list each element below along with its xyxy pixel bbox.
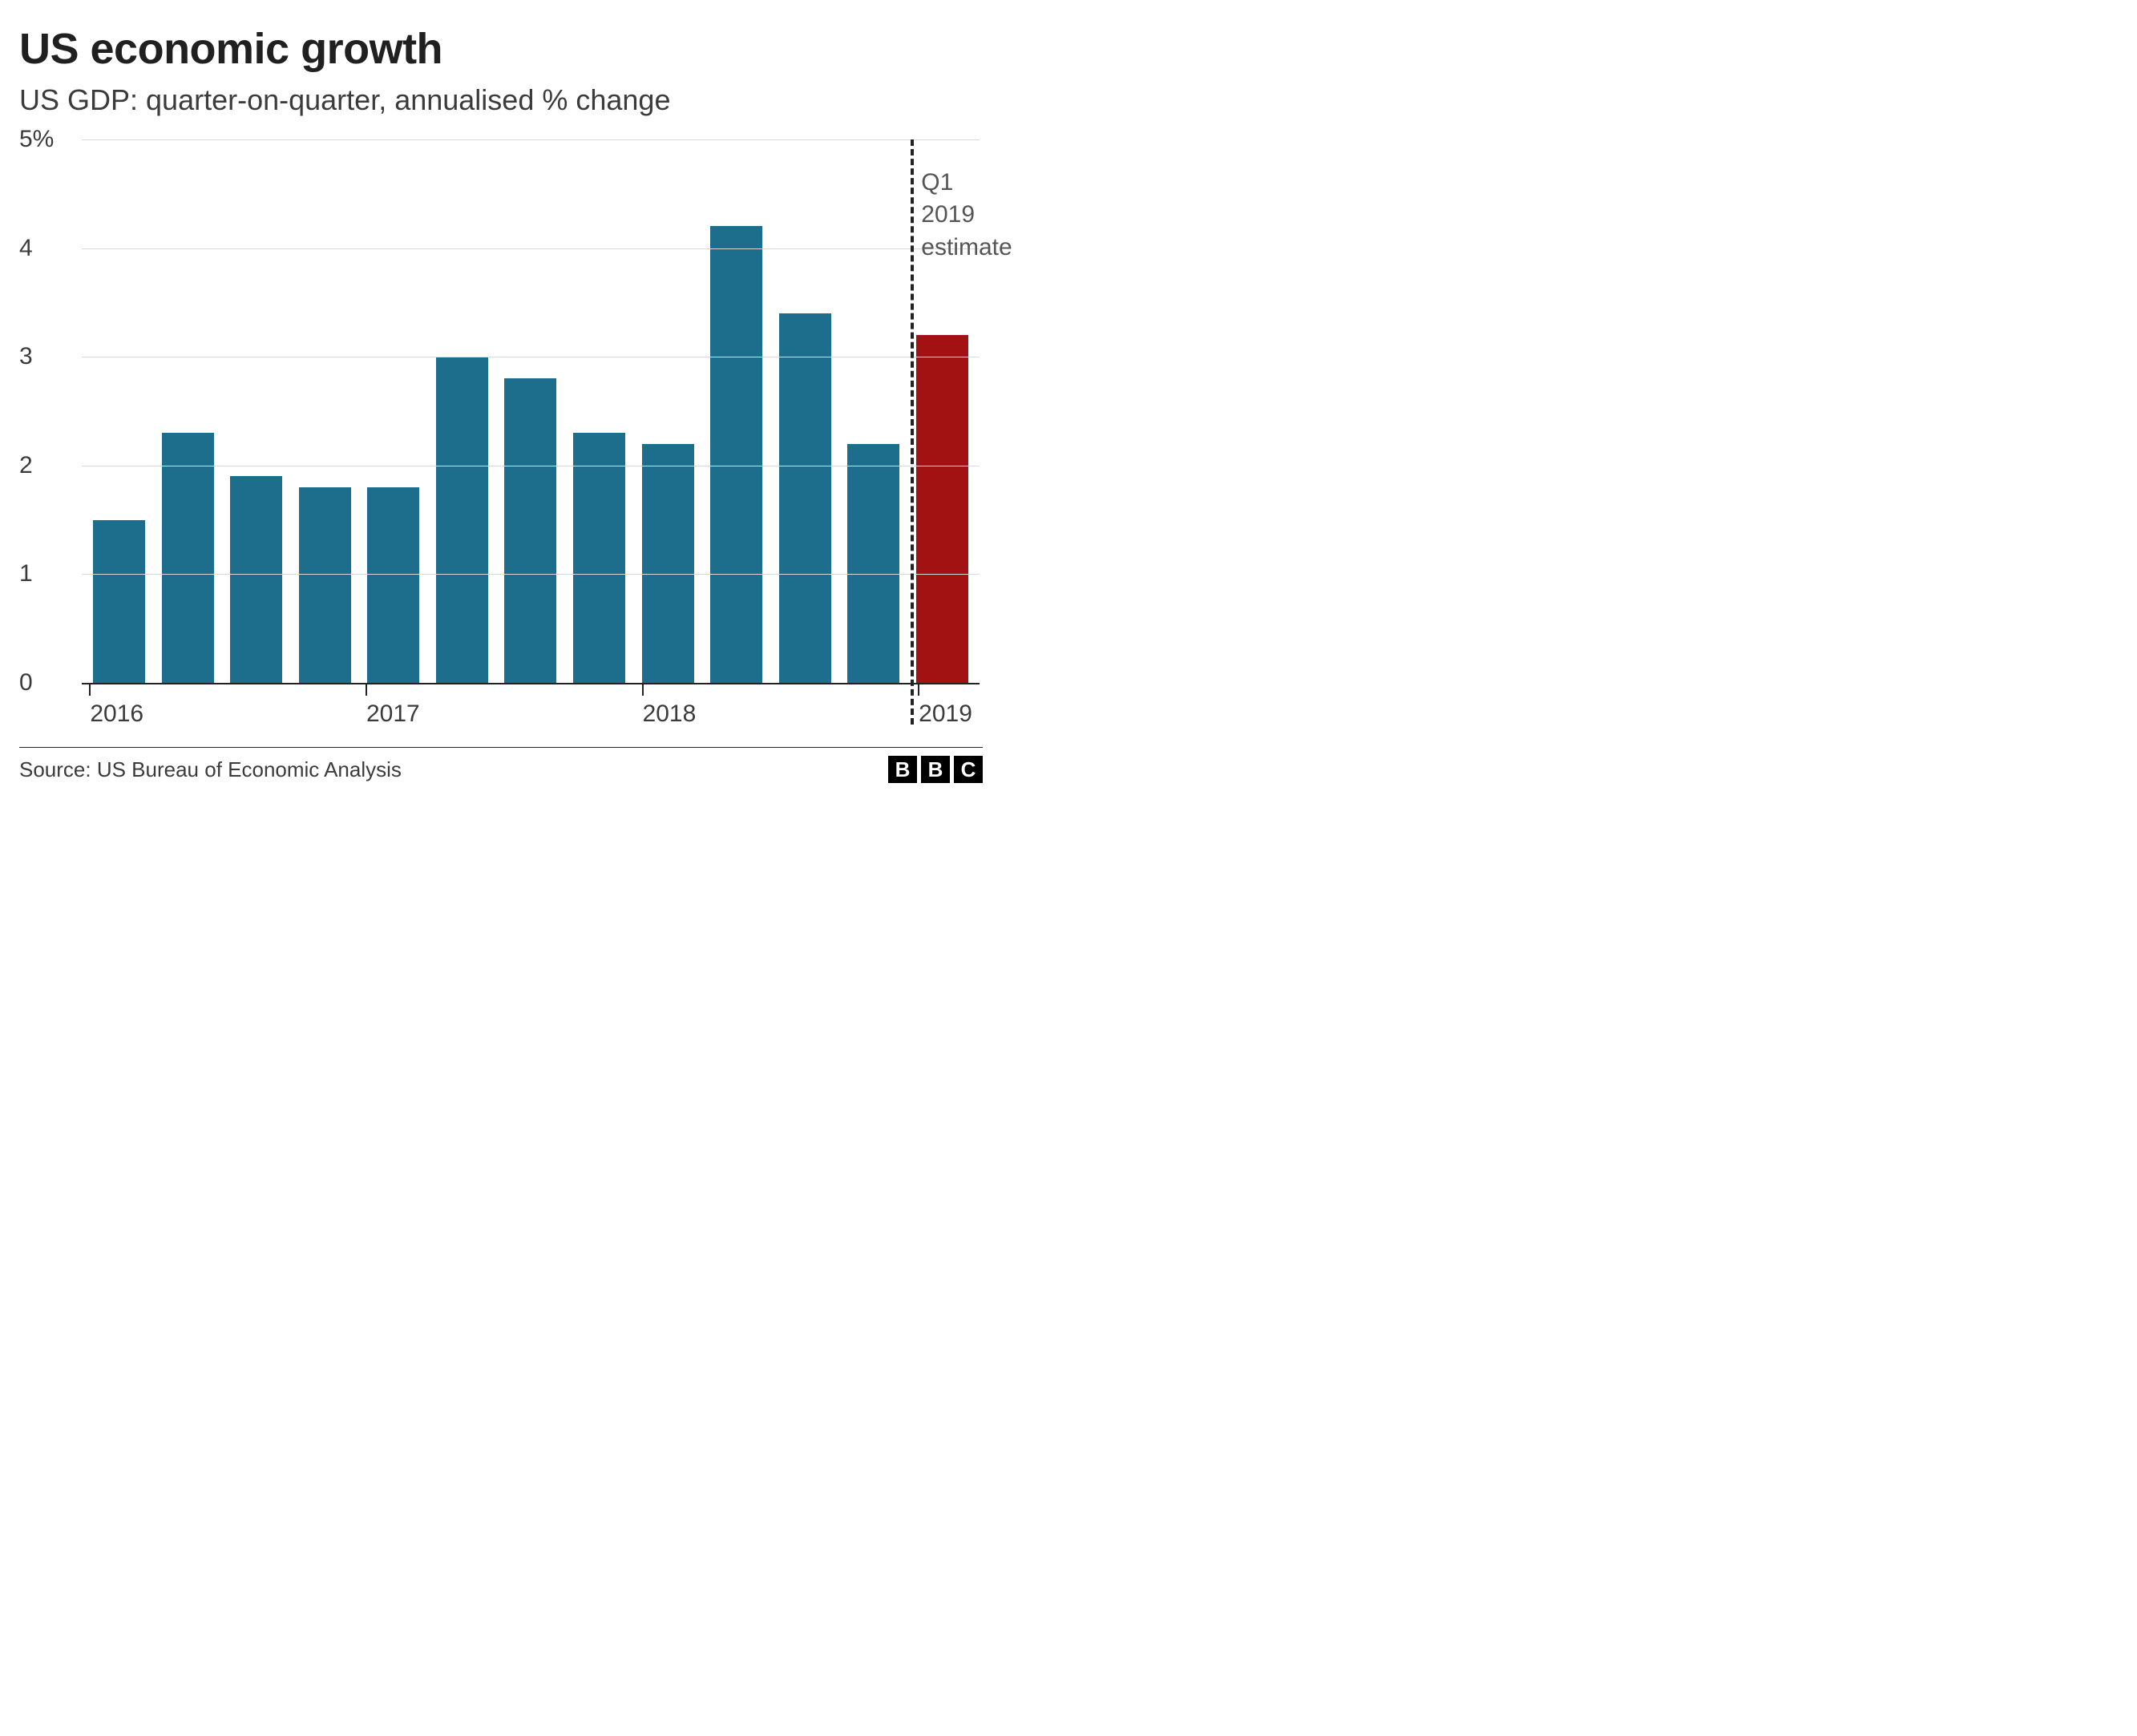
bar-slot [154,139,223,683]
bar-slot [702,139,771,683]
bar [367,487,419,683]
bar-slot [428,139,497,683]
bbc-logo-letter: B [888,756,917,783]
bars-group [82,139,980,683]
grid-line [82,574,980,575]
bar-slot [85,139,154,683]
source-label: Source: US Bureau of Economic Analysis [19,757,402,782]
x-axis: 2016 2017 2018 2019 [82,684,980,741]
annotation-line: Q1 2019 [921,167,1012,232]
chart-container: US economic growth US GDP: quarter-on-qu… [0,0,1002,797]
y-tick-label: 4 [19,235,74,262]
bbc-logo-letter: C [954,756,983,783]
x-tick-mark [642,684,644,696]
bbc-logo-letter: B [921,756,950,783]
bar-slot [359,139,428,683]
grid-line [82,248,980,249]
x-tick-label: 2019 [919,700,972,728]
bar-slot [496,139,565,683]
estimate-divider [911,139,914,725]
bbc-logo: BBC [888,756,983,783]
chart-title: US economic growth [19,24,983,74]
bar [642,444,694,683]
grid-line [82,139,980,140]
x-tick-mark [918,684,919,696]
y-tick-label: 3 [19,343,74,370]
chart-footer: Source: US Bureau of Economic Analysis B… [19,747,983,783]
x-tick-mark [89,684,91,696]
plot-region: 012345%Q1 2019estimate [82,139,980,684]
x-tick-label: 2018 [643,700,697,728]
bar-slot [633,139,702,683]
bar [573,433,625,683]
bar [847,444,899,683]
bar [710,226,762,683]
bar [504,378,556,683]
annotation-line: estimate [921,232,1012,264]
x-tick-label: 2017 [366,700,420,728]
y-tick-label: 1 [19,560,74,587]
bar [162,433,214,683]
chart-area: 012345%Q1 2019estimate 2016 2017 2018 2019 [19,139,983,741]
estimate-annotation: Q1 2019estimate [921,167,1012,264]
chart-subtitle: US GDP: quarter-on-quarter, annualised %… [19,83,983,117]
y-tick-label: 5% [19,126,74,153]
bar [230,476,282,683]
bar-slot [291,139,360,683]
bar-slot [839,139,908,683]
bar [93,520,145,683]
bar [779,313,831,683]
y-tick-label: 2 [19,452,74,479]
bar-slot [222,139,291,683]
bar-slot [770,139,839,683]
bar [916,335,968,683]
bar [299,487,351,683]
x-tick-mark [366,684,367,696]
x-tick-label: 2016 [90,700,143,728]
bar-slot [565,139,634,683]
y-tick-label: 0 [19,669,74,696]
bar [436,357,488,683]
